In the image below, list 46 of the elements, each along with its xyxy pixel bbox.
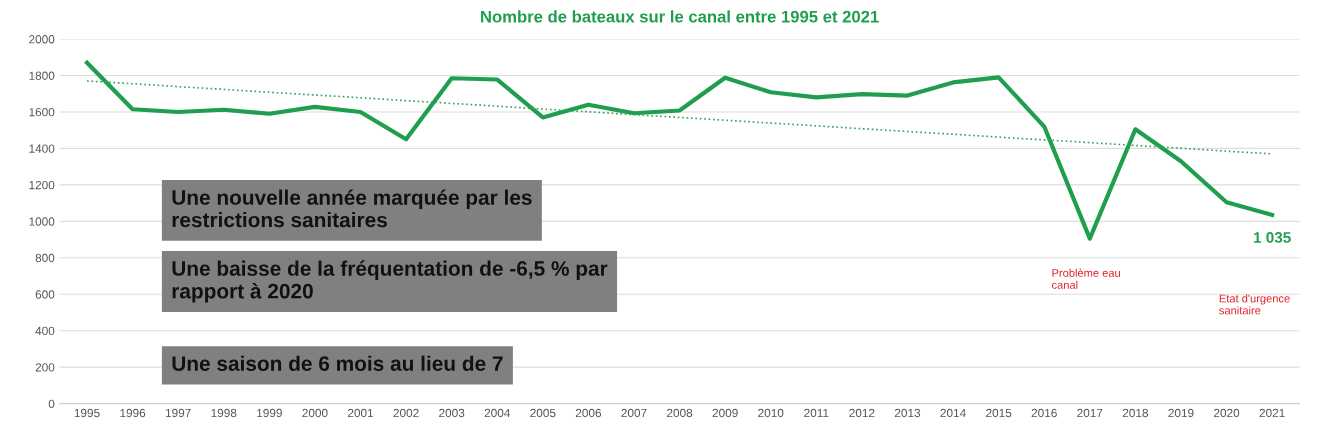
x-tick-label: 1996 (120, 408, 146, 418)
x-tick-label: 2001 (347, 408, 374, 418)
x-tick-label: 2017 (1077, 408, 1103, 418)
annotation: Problème eau canal (1051, 268, 1120, 289)
x-tick-label: 2004 (484, 408, 511, 418)
x-tick-label: 2018 (1122, 408, 1149, 418)
y-tick-label: 1800 (29, 71, 55, 80)
x-tick-label: 1995 (74, 408, 100, 418)
x-tick-label: 2016 (1031, 408, 1057, 418)
x-tick-label: 2002 (393, 408, 419, 418)
chart-title: Nombre de bateaux sur le canal entre 1995 et 2021 (481, 10, 879, 23)
y-tick-label: 400 (35, 326, 55, 336)
x-tick-label: 2020 (1214, 408, 1240, 418)
y-tick-label: 1600 (29, 108, 55, 117)
x-tick-label: 2008 (667, 408, 693, 418)
annotation: Une baisse de la fréquentation de -6,5 % par rapport à 2020 (172, 260, 608, 303)
line-series (86, 80, 1273, 155)
x-tick-label: 1997 (165, 408, 191, 418)
x-tick-label: 2019 (1168, 408, 1194, 418)
x-tick-label: 2014 (940, 408, 966, 418)
x-tick-label: 2013 (894, 408, 921, 418)
y-tick-label: 2000 (29, 35, 55, 44)
annotation: Une nouvelle année marquée par les restrictions sanitaires (172, 189, 532, 228)
x-tick-label: 2000 (302, 408, 328, 418)
data-label: 1 035 (1253, 232, 1291, 243)
y-tick-label: 800 (35, 253, 55, 263)
x-tick-label: 2007 (621, 408, 647, 418)
x-tick-label: 2005 (530, 408, 556, 418)
x-tick-label: 2012 (849, 408, 875, 418)
y-tick-label: 1000 (29, 217, 55, 226)
x-tick-label: 2015 (986, 408, 1012, 418)
x-tick-label: 2003 (439, 408, 465, 418)
y-tick-label: 1200 (29, 180, 55, 190)
x-tick-label: 1999 (257, 408, 282, 418)
y-tick-label: 0 (48, 399, 55, 409)
x-tick-label: 2010 (758, 408, 784, 418)
annotation: Une saison de 6 mois au lieu de 7 (172, 355, 503, 371)
annotation: Etat d'urgence sanitaire (1219, 294, 1290, 315)
y-tick-label: 1400 (29, 144, 55, 153)
x-tick-label: 2009 (712, 408, 738, 418)
x-tick-label: 2021 (1259, 408, 1285, 418)
y-tick-label: 200 (35, 363, 55, 372)
x-tick-label: 2011 (804, 408, 829, 418)
y-tick-label: 600 (35, 290, 55, 299)
x-tick-label: 1998 (211, 408, 237, 418)
x-tick-label: 2006 (575, 408, 602, 418)
